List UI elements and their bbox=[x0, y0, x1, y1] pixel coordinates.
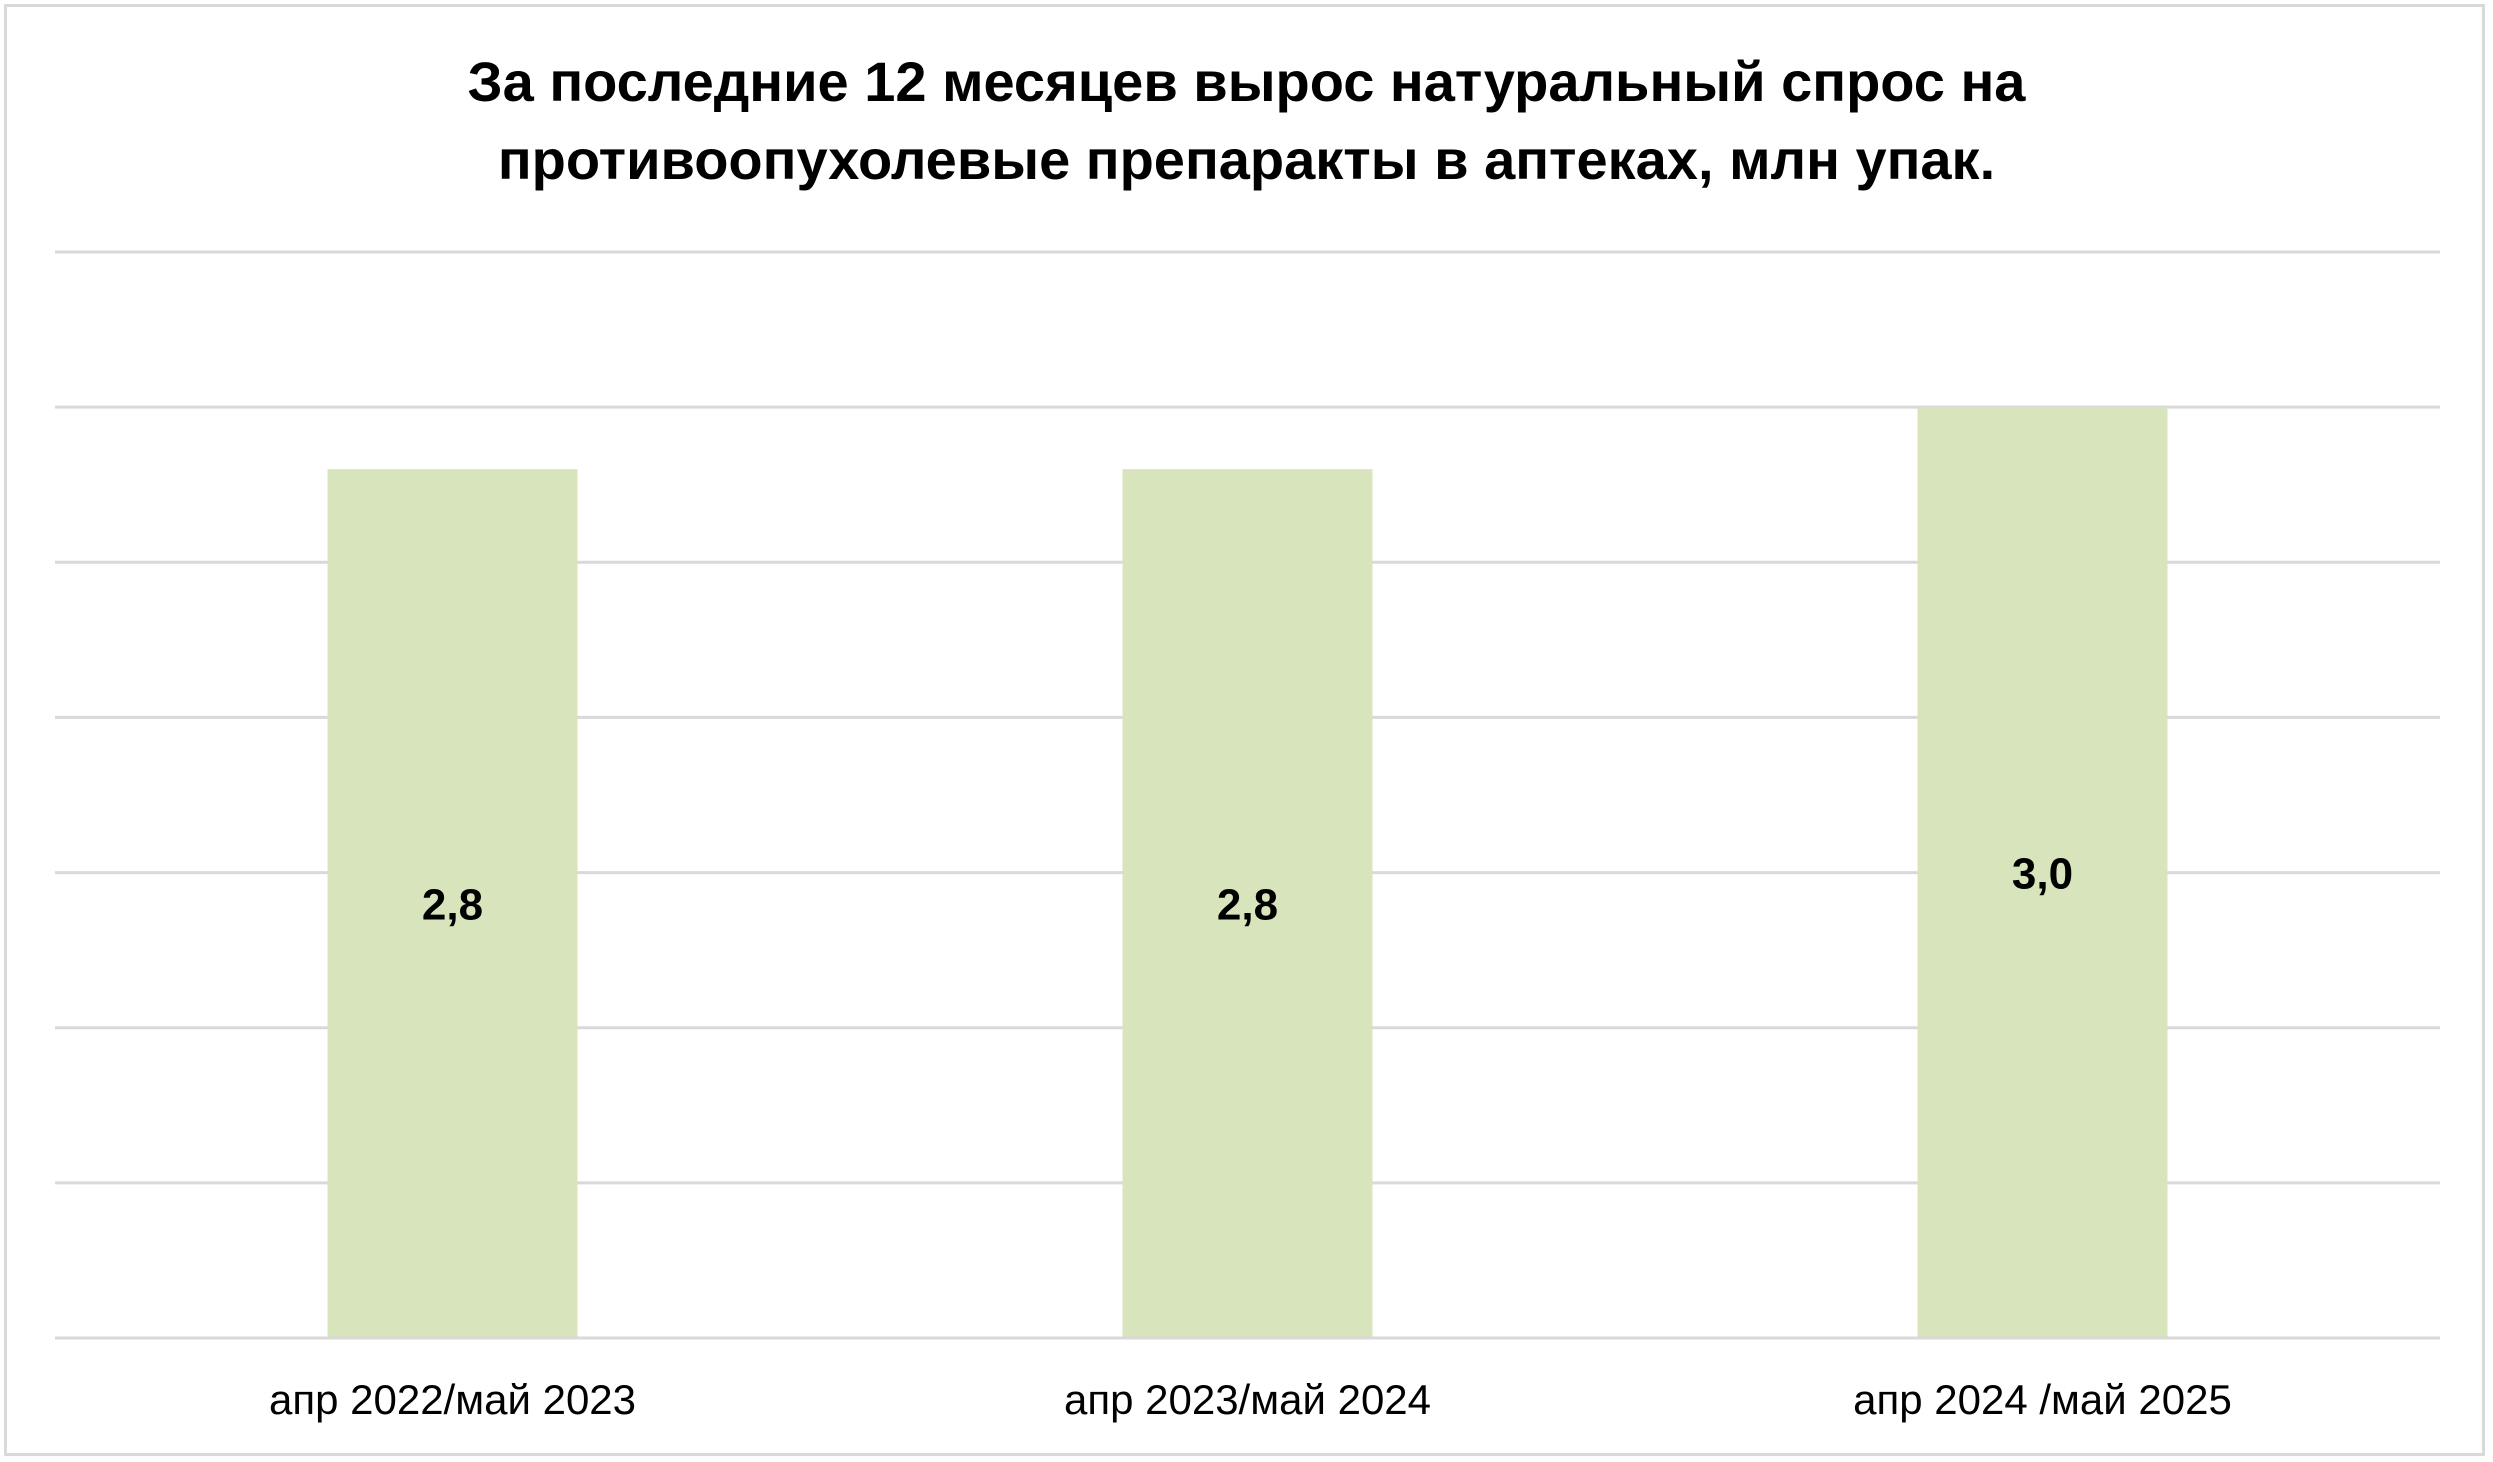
bar-1 bbox=[327, 469, 578, 1338]
bar-3 bbox=[1917, 407, 2168, 1339]
chart-title-line-1: За последние 12 месяцев вырос натуральны… bbox=[467, 50, 2026, 113]
bar-2 bbox=[1122, 469, 1373, 1338]
category-label-2: апр 2023/май 2024 bbox=[1064, 1376, 1431, 1423]
category-labels: апр 2022/май 2023 апр 2023/май 2024 апр 20… bbox=[269, 1376, 2232, 1423]
data-label-2: 2,8 bbox=[1217, 881, 1278, 930]
category-label-3: апр 2024 /май 2025 bbox=[1853, 1376, 2232, 1423]
chart-title-line-2: противоопухолевые препаракты в аптеках, … bbox=[497, 128, 1996, 191]
data-labels: 2,8 2,8 3,0 bbox=[422, 850, 2073, 930]
data-label-1: 2,8 bbox=[422, 881, 483, 930]
data-label-3: 3,0 bbox=[2012, 850, 2073, 899]
bars bbox=[327, 407, 2168, 1339]
category-label-1: апр 2022/май 2023 bbox=[269, 1376, 636, 1423]
